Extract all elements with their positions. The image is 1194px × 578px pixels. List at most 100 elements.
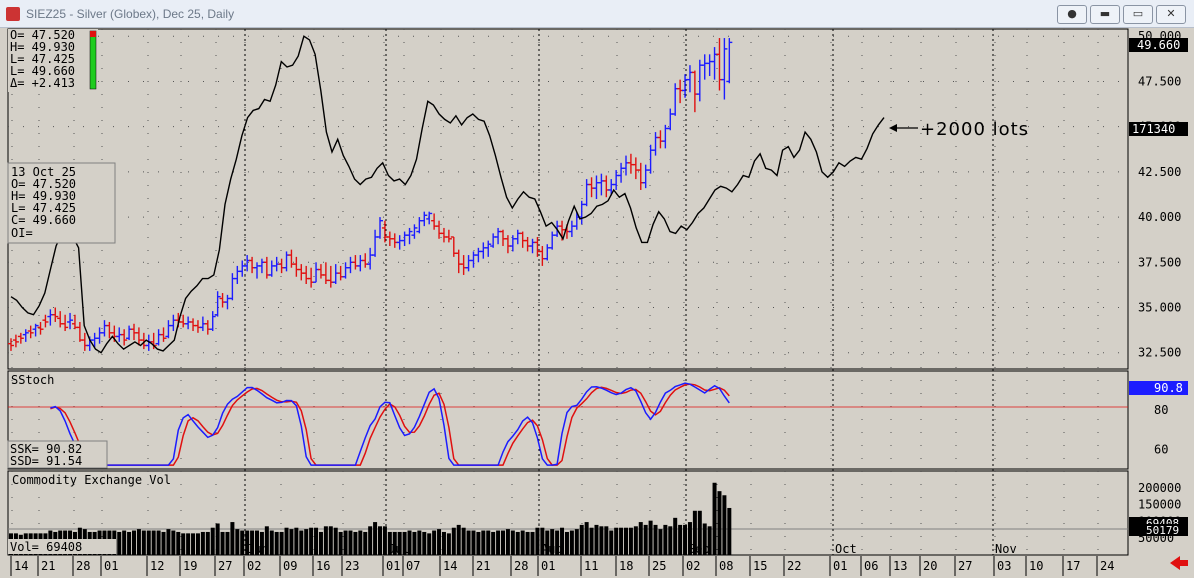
- last-price-tag-text: 49.660: [1137, 38, 1180, 52]
- volume-bar: [643, 524, 648, 555]
- annotation-arrow-head: [889, 124, 897, 132]
- volume-bar: [520, 530, 525, 555]
- volume-bar: [678, 524, 683, 555]
- price-tick-label: 40.000: [1138, 210, 1181, 224]
- volume-bar: [515, 531, 520, 555]
- volume-bar: [633, 526, 638, 555]
- dot-button[interactable]: ●: [1057, 5, 1087, 24]
- date-tick-label: 18: [619, 559, 633, 573]
- date-tick-label: 28: [76, 559, 90, 573]
- oi-tag-text: 171340: [1132, 122, 1175, 136]
- volume-bar: [255, 530, 259, 555]
- volume-bar: [328, 526, 333, 555]
- date-tick-label: 01: [833, 559, 847, 573]
- volume-bar: [707, 526, 712, 555]
- volume-bar: [510, 530, 515, 555]
- volume-bar: [210, 527, 215, 555]
- info-low: L= 47.425: [11, 201, 76, 215]
- volume-bar: [624, 527, 628, 555]
- volume-bar: [274, 531, 279, 555]
- volume-bar: [451, 527, 456, 555]
- date-tick-label: 13: [893, 559, 907, 573]
- volume-bar: [525, 531, 530, 555]
- month-label: Oct: [835, 542, 857, 556]
- ohlc-high: H= 49.930: [10, 40, 75, 54]
- volume-bar: [589, 527, 594, 555]
- volume-bar: [550, 529, 555, 555]
- date-tick-label: 12: [150, 559, 164, 573]
- volume-bar: [722, 495, 727, 555]
- volume-bar: [628, 527, 633, 555]
- info-date: 13 Oct 25: [11, 165, 76, 179]
- volume-bar: [727, 507, 732, 555]
- restore-button[interactable]: ▭: [1123, 5, 1153, 24]
- volume-bar: [122, 530, 127, 555]
- volume-bar: [456, 524, 461, 555]
- scroll-left-arrow-icon[interactable]: [1170, 556, 1188, 570]
- volume-bar: [333, 527, 338, 555]
- info-high: H= 49.930: [11, 189, 76, 203]
- volume-bar: [264, 526, 269, 555]
- stoch-panel: [7, 370, 1129, 470]
- date-tick-label: 21: [476, 559, 490, 573]
- volume-bar: [609, 530, 614, 555]
- price-tick-label: 42.500: [1138, 165, 1181, 179]
- volume-bar: [353, 531, 358, 555]
- volume-bar: [200, 531, 205, 555]
- date-tick-label: 27: [958, 559, 972, 573]
- volume-bar: [668, 526, 673, 555]
- volume-bar: [363, 531, 368, 555]
- volume-bar: [466, 530, 471, 555]
- date-tick-label: 02: [686, 559, 700, 573]
- volume-bar: [614, 527, 619, 555]
- price-panel: [7, 28, 1129, 370]
- volume-bar: [584, 522, 589, 555]
- volume-bar: [382, 526, 387, 555]
- date-tick-label: 25: [652, 559, 666, 573]
- volume-bar: [461, 527, 466, 555]
- date-tick-label: 01: [386, 559, 400, 573]
- volume-bar: [501, 530, 505, 555]
- month-label: Jun: [247, 542, 269, 556]
- minimize-button[interactable]: ▬: [1090, 5, 1120, 24]
- date-tick-label: 01: [541, 559, 555, 573]
- volume-bar: [279, 531, 284, 555]
- volume-bar: [358, 530, 363, 555]
- volume-bar: [427, 533, 432, 555]
- month-label: Nov: [995, 542, 1017, 556]
- date-tick-label: 10: [1029, 559, 1043, 573]
- volume-bar: [446, 533, 451, 555]
- volume-bar: [648, 520, 653, 555]
- volume-bar: [619, 527, 624, 555]
- volume-tick-label: 200000: [1138, 481, 1181, 495]
- volume-bar: [240, 530, 245, 555]
- volume-bar: [141, 530, 146, 555]
- volume-bar: [343, 530, 348, 555]
- close-button[interactable]: ✕: [1156, 5, 1186, 24]
- price-tick-label: 47.500: [1138, 74, 1181, 88]
- range-indicator-top: [90, 31, 96, 37]
- volume-bar: [127, 531, 132, 555]
- ohlc-change: Δ= +2.413: [10, 76, 75, 90]
- date-tick-label: 20: [923, 559, 937, 573]
- volume-bar: [471, 530, 476, 555]
- volume-bar: [604, 526, 609, 555]
- volume-bar: [697, 510, 702, 555]
- stoch-k-line: [50, 382, 730, 466]
- volume-bar: [687, 522, 692, 555]
- volume-bar: [594, 524, 599, 555]
- volume-bar: [545, 530, 550, 555]
- window-title: SIEZ25 - Silver (Globex), Dec 25, Daily: [26, 7, 235, 21]
- ohlc-box: [8, 29, 98, 92]
- stoch-tag-text: 90.8: [1154, 381, 1183, 395]
- volume-bar: [560, 527, 565, 555]
- volume-bar: [683, 524, 688, 555]
- volume-bar: [161, 531, 166, 555]
- date-tick-label: 28: [514, 559, 528, 573]
- volume-bar: [673, 517, 678, 555]
- info-oi: OI=: [11, 226, 33, 240]
- ohlc-low: L= 47.425: [10, 52, 75, 66]
- volume-bar: [176, 531, 181, 555]
- date-tick-label: 23: [345, 559, 359, 573]
- volume-bar: [304, 529, 309, 555]
